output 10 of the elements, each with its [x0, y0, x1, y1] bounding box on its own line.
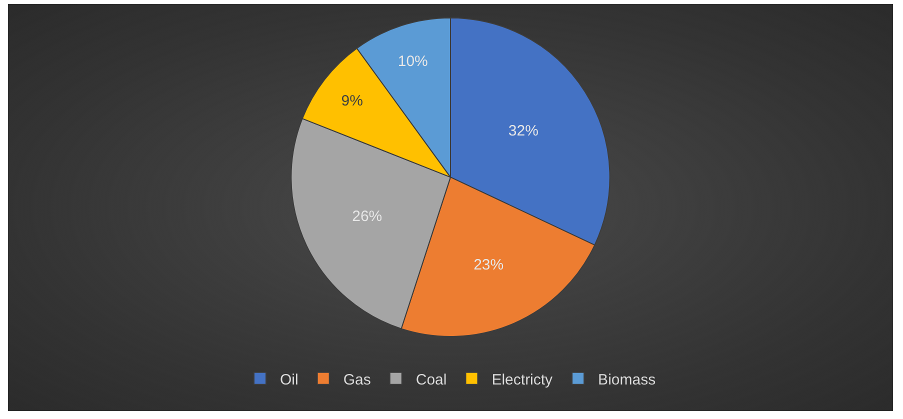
legend-label: Coal [416, 371, 447, 388]
data-label: 23% [474, 256, 504, 274]
legend-label: Electricty [492, 371, 554, 388]
data-label: 26% [352, 208, 382, 225]
data-label: 10% [398, 52, 428, 70]
legend-label: Gas [343, 371, 371, 388]
legend-label: Oil [280, 371, 298, 388]
legend-label: Biomass [598, 371, 656, 388]
data-label: 9% [341, 92, 363, 110]
data-label: 32% [508, 122, 538, 140]
